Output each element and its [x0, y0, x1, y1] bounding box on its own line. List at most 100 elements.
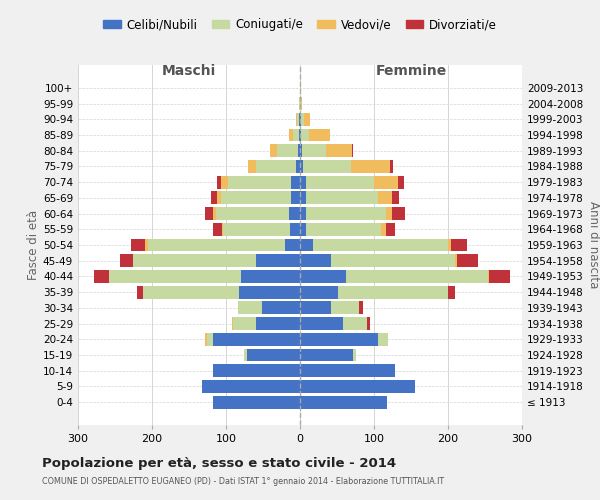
Bar [326, 144, 352, 157]
Bar [488, 270, 490, 283]
Bar [389, 160, 393, 173]
Bar [378, 333, 388, 346]
Bar [269, 144, 277, 157]
Bar [131, 238, 145, 252]
Bar [248, 160, 256, 173]
Bar [303, 160, 351, 173]
Bar [143, 286, 239, 298]
Bar [228, 176, 291, 188]
Bar [353, 348, 356, 362]
Legend: Celibi/Nubili, Coniugati/e, Vedovi/e, Divorziati/e: Celibi/Nubili, Coniugati/e, Vedovi/e, Di… [98, 14, 502, 36]
Bar [212, 364, 300, 377]
Bar [244, 348, 247, 362]
Bar [352, 144, 353, 157]
Bar [145, 238, 148, 252]
Bar [221, 176, 228, 188]
Bar [256, 254, 300, 267]
Bar [306, 192, 379, 204]
Bar [94, 270, 109, 283]
Bar [300, 396, 388, 408]
Bar [309, 128, 329, 141]
Bar [300, 176, 306, 188]
Bar [300, 82, 301, 94]
Text: Maschi: Maschi [162, 64, 216, 78]
Bar [331, 254, 455, 267]
Bar [207, 333, 212, 346]
Bar [398, 176, 404, 188]
Bar [120, 254, 133, 267]
Bar [212, 333, 300, 346]
Bar [300, 238, 313, 252]
Bar [289, 207, 300, 220]
Bar [382, 223, 386, 235]
Bar [299, 97, 300, 110]
Bar [300, 270, 346, 283]
Bar [300, 364, 395, 377]
Bar [300, 192, 306, 204]
Bar [386, 207, 392, 220]
Bar [297, 113, 299, 126]
Bar [457, 254, 478, 267]
Bar [298, 144, 300, 157]
Bar [300, 223, 306, 235]
Bar [233, 317, 256, 330]
Bar [205, 207, 212, 220]
Bar [346, 270, 488, 283]
Bar [299, 113, 300, 126]
Bar [448, 238, 451, 252]
Bar [300, 333, 378, 346]
Bar [205, 333, 207, 346]
Bar [351, 160, 389, 173]
Y-axis label: Fasce di età: Fasce di età [27, 210, 40, 280]
Bar [256, 160, 296, 173]
Bar [232, 317, 233, 330]
Bar [343, 317, 367, 330]
Bar [301, 113, 304, 126]
Bar [304, 113, 310, 126]
Bar [217, 192, 221, 204]
Bar [211, 192, 217, 204]
Bar [241, 270, 300, 283]
Bar [239, 286, 300, 298]
Bar [300, 128, 301, 141]
Bar [217, 207, 289, 220]
Bar [306, 176, 374, 188]
Bar [296, 160, 300, 173]
Bar [300, 97, 301, 110]
Bar [221, 192, 291, 204]
Bar [256, 317, 300, 330]
Bar [133, 254, 256, 267]
Bar [374, 176, 398, 188]
Bar [359, 302, 363, 314]
Bar [202, 380, 300, 393]
Y-axis label: Anni di nascita: Anni di nascita [587, 202, 600, 288]
Bar [238, 302, 262, 314]
Bar [306, 223, 382, 235]
Bar [109, 270, 241, 283]
Bar [386, 223, 395, 235]
Bar [451, 238, 467, 252]
Bar [296, 113, 297, 126]
Bar [301, 97, 302, 110]
Bar [392, 192, 399, 204]
Bar [300, 207, 306, 220]
Bar [262, 302, 300, 314]
Bar [379, 192, 392, 204]
Bar [300, 144, 302, 157]
Bar [293, 128, 299, 141]
Bar [289, 128, 293, 141]
Bar [277, 144, 298, 157]
Bar [300, 317, 343, 330]
Bar [217, 176, 221, 188]
Bar [291, 176, 300, 188]
Bar [148, 238, 285, 252]
Bar [302, 144, 326, 157]
Bar [367, 317, 370, 330]
Text: Femmine: Femmine [376, 64, 446, 78]
Bar [247, 348, 300, 362]
Bar [285, 238, 300, 252]
Bar [212, 223, 221, 235]
Bar [338, 286, 448, 298]
Text: COMUNE DI OSPEDALETTO EUGANEO (PD) - Dati ISTAT 1° gennaio 2014 - Elaborazione T: COMUNE DI OSPEDALETTO EUGANEO (PD) - Dat… [42, 478, 444, 486]
Bar [301, 128, 309, 141]
